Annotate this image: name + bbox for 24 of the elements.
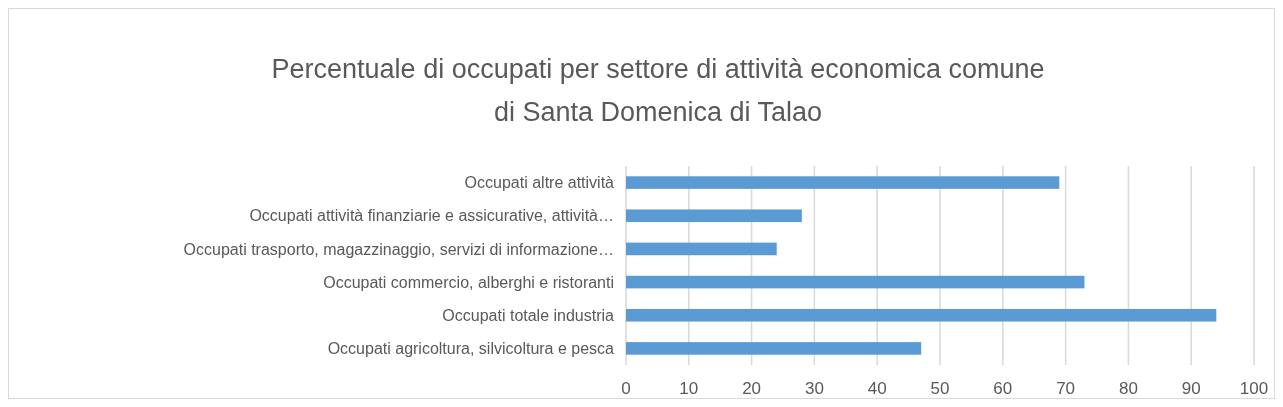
x-tick-label: 10 bbox=[679, 379, 699, 398]
x-tick-label: 40 bbox=[867, 379, 887, 398]
x-tick-label: 70 bbox=[1056, 379, 1076, 398]
x-tick-label: 50 bbox=[930, 379, 950, 398]
bar bbox=[626, 275, 1085, 289]
x-tick-label: 100 bbox=[1239, 379, 1269, 398]
x-tick-label: 60 bbox=[993, 379, 1013, 398]
x-tick-label: 30 bbox=[804, 379, 824, 398]
bar bbox=[626, 308, 1217, 322]
chart-title: Percentuale di occupati per settore di attività economica comune di Santa Domenica di Talao bbox=[271, 54, 1045, 127]
x-tick-label: 80 bbox=[1118, 379, 1138, 398]
x-tick-label: 20 bbox=[742, 379, 762, 398]
y-tick-label: Occupati trasporto, magazzinaggio, servizi di informazione… bbox=[183, 240, 614, 258]
bar bbox=[626, 176, 1060, 189]
bar bbox=[626, 209, 802, 223]
y-tick-label: Occupati altre attività bbox=[464, 174, 615, 192]
y-tick-label: Occupati totale industria bbox=[442, 306, 615, 324]
x-tick-label: 0 bbox=[621, 379, 631, 398]
bar bbox=[626, 242, 777, 256]
y-tick-label: Occupati agricoltura, silvicoltura e pesca bbox=[327, 340, 615, 358]
bar bbox=[626, 342, 922, 355]
x-tick-label: 90 bbox=[1181, 379, 1201, 398]
y-tick-label: Occupati commercio, alberghi e ristoranti bbox=[323, 273, 614, 291]
y-tick-label: Occupati attività finanziarie e assicurative, attività… bbox=[249, 207, 614, 225]
